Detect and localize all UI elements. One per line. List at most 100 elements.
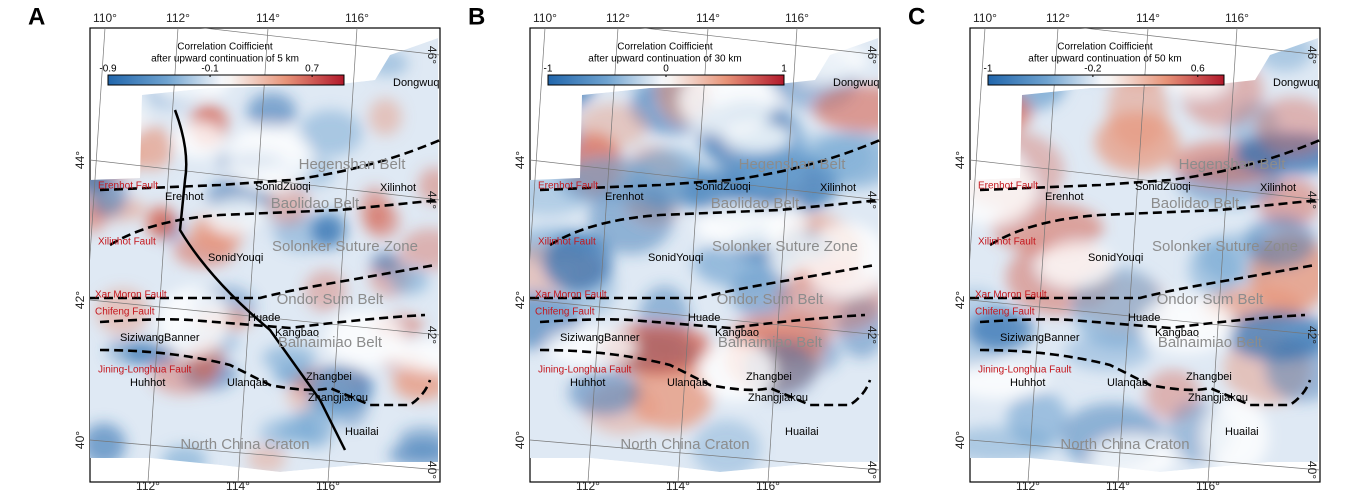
- white-patch: [767, 200, 809, 279]
- map-surface: [530, 38, 878, 472]
- city-label: Zhangjiakou: [1188, 392, 1248, 404]
- city-label: Xilinhot: [1260, 182, 1296, 194]
- anomaly: [1227, 310, 1318, 361]
- lat-label: 42°: [953, 291, 967, 309]
- anomaly: [568, 370, 641, 416]
- lat-label: 42°: [425, 326, 439, 344]
- fault-line: [90, 263, 436, 300]
- fault-line: [539, 348, 872, 407]
- colorbar-tick-label: -0.1: [201, 64, 219, 75]
- lat-label: 44°: [953, 151, 967, 169]
- city-label: Huade: [688, 312, 720, 324]
- anomaly: [1244, 215, 1317, 269]
- belt-label: Ondor Sum Belt: [1157, 291, 1265, 308]
- fault-label: Erenhot Fault: [98, 181, 158, 192]
- anomaly: [360, 186, 390, 230]
- lon-label: 112°: [576, 479, 600, 492]
- anomaly: [1254, 97, 1318, 157]
- lat-label: 42°: [865, 326, 879, 344]
- city-label: Huade: [248, 312, 280, 324]
- lat-label: 40°: [1305, 461, 1319, 479]
- anomaly: [392, 366, 438, 401]
- colorbar-title: after upward continuation of 50 km: [1028, 54, 1181, 65]
- fault-line: [970, 263, 1316, 300]
- city-label: Huhhot: [570, 377, 605, 389]
- lat-label: 40°: [513, 431, 527, 449]
- fault-label: Chifeng Fault: [975, 307, 1035, 318]
- parallel: [970, 299, 1320, 336]
- panel: C 110° 112° 114° 116° 112° 114° 116° 44° 42° 40° 46…: [908, 3, 1321, 492]
- parallel: [90, 439, 440, 471]
- lon-label: 114°: [666, 479, 690, 492]
- lat-label: 44°: [513, 151, 527, 169]
- meridian: [1207, 28, 1238, 482]
- anomaly: [1071, 266, 1163, 348]
- colorbar: [107, 74, 345, 86]
- belt-label: Solonker Suture Zone: [272, 238, 418, 255]
- meridian: [677, 28, 709, 482]
- fault-line: [530, 263, 876, 300]
- belt-label: Solonker Suture Zone: [1152, 238, 1298, 255]
- white-patch: [1036, 242, 1114, 288]
- fault-label: Erenhot Fault: [538, 181, 598, 192]
- belt-label: North China Craton: [180, 436, 309, 453]
- lat-label: 42°: [1305, 326, 1319, 344]
- fault-label: Xilinhot Fault: [538, 237, 596, 248]
- city-label: Ulanqab: [1107, 377, 1148, 389]
- meridian: [1117, 28, 1149, 482]
- city-label: Kangbao: [715, 327, 759, 339]
- meridian: [970, 28, 986, 261]
- anomaly: [131, 126, 174, 170]
- anomaly: [146, 206, 177, 239]
- colorbar-tick-label: 1: [781, 64, 787, 75]
- graticule: [530, 28, 880, 482]
- fault-label: Jining-Longhua Fault: [538, 365, 632, 376]
- colorbar-title: Correlation Coifficient: [617, 42, 713, 53]
- fault-line: [989, 198, 1321, 247]
- belt-label: Bainaimiao Belt: [1158, 334, 1263, 351]
- fault-label: Xar Moron Fault: [95, 290, 167, 301]
- colorbar-tick-label: 0.7: [305, 64, 319, 75]
- lon-label: 116°: [1196, 479, 1220, 492]
- colorbar-tick-label: -1: [984, 64, 993, 75]
- anomaly: [577, 103, 648, 149]
- lon-label: 112°: [1016, 479, 1040, 492]
- belt-label: North China Craton: [620, 436, 749, 453]
- belt-label: Baolidao Belt: [1151, 195, 1240, 212]
- anomaly: [304, 270, 347, 312]
- colorbar-tick-label: 0: [663, 64, 669, 75]
- white-patch: [226, 125, 312, 191]
- fault-line: [979, 348, 1312, 407]
- fault-label: Jining-Longhua Fault: [978, 365, 1072, 376]
- city-label: Kangbao: [1155, 327, 1199, 339]
- anomaly: [557, 156, 657, 205]
- anomaly: [389, 266, 429, 295]
- white-patch: [325, 310, 404, 368]
- lon-label: 114°: [1136, 11, 1160, 25]
- white-patch: [1204, 398, 1269, 472]
- city-label: Huhhot: [1010, 377, 1045, 389]
- lat-label: 46°: [425, 46, 439, 64]
- colorbar-tick-label: -0.2: [1084, 64, 1102, 75]
- anomaly: [90, 423, 126, 466]
- white-patch: [970, 364, 1049, 399]
- lon-label: 116°: [316, 479, 340, 492]
- city-label: SonidZuoqi: [255, 181, 311, 193]
- lat-label: 40°: [425, 461, 439, 479]
- city-label: Kangbao: [275, 327, 319, 339]
- anomaly: [400, 228, 438, 271]
- lon-label: 112°: [166, 11, 190, 25]
- graticule: [90, 28, 440, 482]
- anomaly: [530, 290, 582, 349]
- anomaly: [247, 444, 286, 472]
- anomaly: [298, 109, 363, 157]
- belt-label: Hegenshan Belt: [299, 156, 407, 173]
- city-label: Ulanqab: [227, 377, 268, 389]
- lat-label: 44°: [73, 151, 87, 169]
- anomaly: [150, 355, 215, 395]
- lon-label: 116°: [756, 479, 780, 492]
- fault-line: [99, 313, 426, 330]
- parallel: [200, 28, 440, 56]
- white-patch: [1140, 295, 1234, 354]
- city-label: Zhangbei: [746, 371, 792, 383]
